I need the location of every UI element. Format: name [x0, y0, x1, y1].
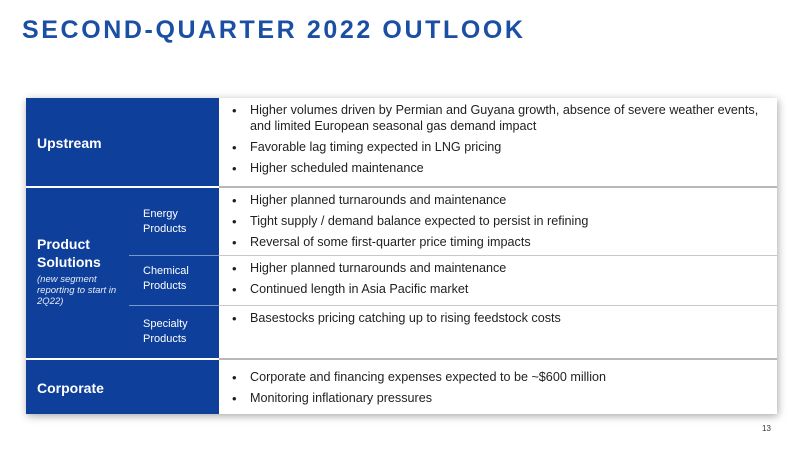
row-divider — [219, 305, 777, 306]
bullet-item: Monitoring inflationary pressures — [230, 391, 770, 407]
bullet-item: Higher volumes driven by Permian and Guy… — [230, 103, 770, 134]
energy-products-cell: Energy Products — [129, 187, 219, 255]
chemical-bullet-list: Higher planned turnarounds and maintenan… — [230, 261, 770, 303]
specialty-products-label: Specialty Products — [143, 318, 188, 345]
energy-products-label: Energy Products — [143, 208, 187, 235]
product-solutions-note: (new segment reporting to start in 2Q22) — [37, 274, 117, 307]
section-divider — [219, 358, 777, 360]
bullet-item: Higher planned turnarounds and maintenan… — [230, 261, 770, 277]
upstream-bullet-list: Higher volumes driven by Permian and Guy… — [230, 103, 770, 182]
sub-divider — [129, 305, 219, 306]
product-solutions-label-cell: Product Solutions (new segment reporting… — [26, 187, 129, 359]
bullet-item: Higher scheduled maintenance — [230, 161, 770, 177]
energy-products-row: Higher planned turnarounds and maintenan… — [26, 187, 777, 255]
upstream-label: Upstream — [37, 135, 102, 151]
corporate-section: Corporate Corporate and financing expens… — [26, 359, 777, 414]
bullet-item: Tight supply / demand balance expected t… — [230, 214, 770, 230]
specialty-bullet-list: Basestocks pricing catching up to rising… — [230, 311, 770, 332]
bullet-item: Higher planned turnarounds and maintenan… — [230, 193, 770, 209]
section-divider — [219, 186, 777, 188]
bullet-item: Corporate and financing expenses expecte… — [230, 370, 770, 386]
corporate-bullet-list: Corporate and financing expenses expecte… — [230, 370, 770, 412]
specialty-products-row: Basestocks pricing catching up to rising… — [26, 305, 777, 359]
row-divider — [219, 255, 777, 256]
page-number: 13 — [762, 424, 771, 433]
bullet-item: Reversal of some first-quarter price tim… — [230, 235, 770, 251]
product-solutions-section: Product Solutions (new segment reporting… — [26, 187, 777, 359]
sub-divider — [129, 255, 219, 256]
bullet-item: Favorable lag timing expected in LNG pri… — [230, 140, 770, 156]
slide-title: SECOND-QUARTER 2022 OUTLOOK — [22, 16, 526, 44]
bullet-item: Continued length in Asia Pacific market — [230, 282, 770, 298]
chemical-products-cell: Chemical Products — [129, 255, 219, 305]
upstream-label-cell: Upstream — [26, 98, 219, 187]
corporate-label-cell: Corporate — [26, 359, 219, 414]
specialty-products-cell: Specialty Products — [129, 305, 219, 359]
product-solutions-label-group: Product Solutions (new segment reporting… — [37, 235, 127, 307]
upstream-section: Upstream Higher volumes driven by Permia… — [26, 98, 777, 187]
bullet-item: Basestocks pricing catching up to rising… — [230, 311, 770, 327]
chemical-products-row: Higher planned turnarounds and maintenan… — [26, 255, 777, 305]
chemical-products-label: Chemical Products — [143, 265, 189, 292]
product-solutions-label: Product Solutions — [37, 236, 101, 270]
energy-bullet-list: Higher planned turnarounds and maintenan… — [230, 193, 770, 256]
corporate-label: Corporate — [37, 380, 104, 396]
outlook-table: Upstream Higher volumes driven by Permia… — [26, 98, 777, 414]
